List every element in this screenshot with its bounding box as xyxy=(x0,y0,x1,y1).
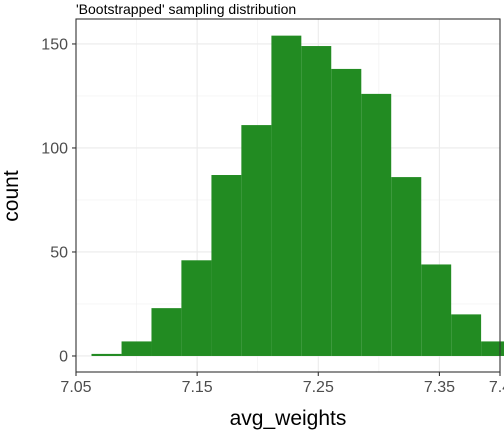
histogram-bar xyxy=(481,341,504,356)
panel-border xyxy=(75,18,501,373)
histogram-bar xyxy=(181,260,212,356)
y-tick-label: 50 xyxy=(50,244,68,261)
histogram-bar xyxy=(211,175,242,356)
histogram-bar xyxy=(361,93,392,356)
histogram-bar xyxy=(271,35,302,356)
histogram-bar xyxy=(451,314,482,356)
x-tick-label: 7.05 xyxy=(60,379,91,396)
x-axis-title: avg_weights xyxy=(230,407,347,430)
histogram-bar xyxy=(121,341,152,356)
x-axis: 7.05 7.15 7.25 7.35 7.4 xyxy=(60,372,504,396)
histogram-bar xyxy=(331,68,362,356)
chart-title: 'Bootstrapped' sampling distribution xyxy=(76,1,296,17)
y-tick-label: 0 xyxy=(59,348,68,365)
x-tick-label: 7.15 xyxy=(182,379,213,396)
x-tick-label: 7.35 xyxy=(424,379,455,396)
histogram-bar xyxy=(421,264,452,356)
histogram-bar xyxy=(391,177,422,356)
x-tick-label: 7.25 xyxy=(303,379,334,396)
y-axis: 0 50 100 150 xyxy=(41,36,76,365)
y-tick-label: 150 xyxy=(41,36,68,53)
histogram-bar xyxy=(241,125,272,356)
x-tick-label: 7.4 xyxy=(489,379,504,396)
plot-panel xyxy=(75,18,504,373)
y-tick-label: 100 xyxy=(41,140,68,157)
histogram-bars xyxy=(91,35,504,356)
histogram-bar xyxy=(151,308,182,356)
histogram-bar xyxy=(301,46,332,356)
y-axis-title: count xyxy=(0,170,23,222)
histogram-bar xyxy=(91,353,122,356)
